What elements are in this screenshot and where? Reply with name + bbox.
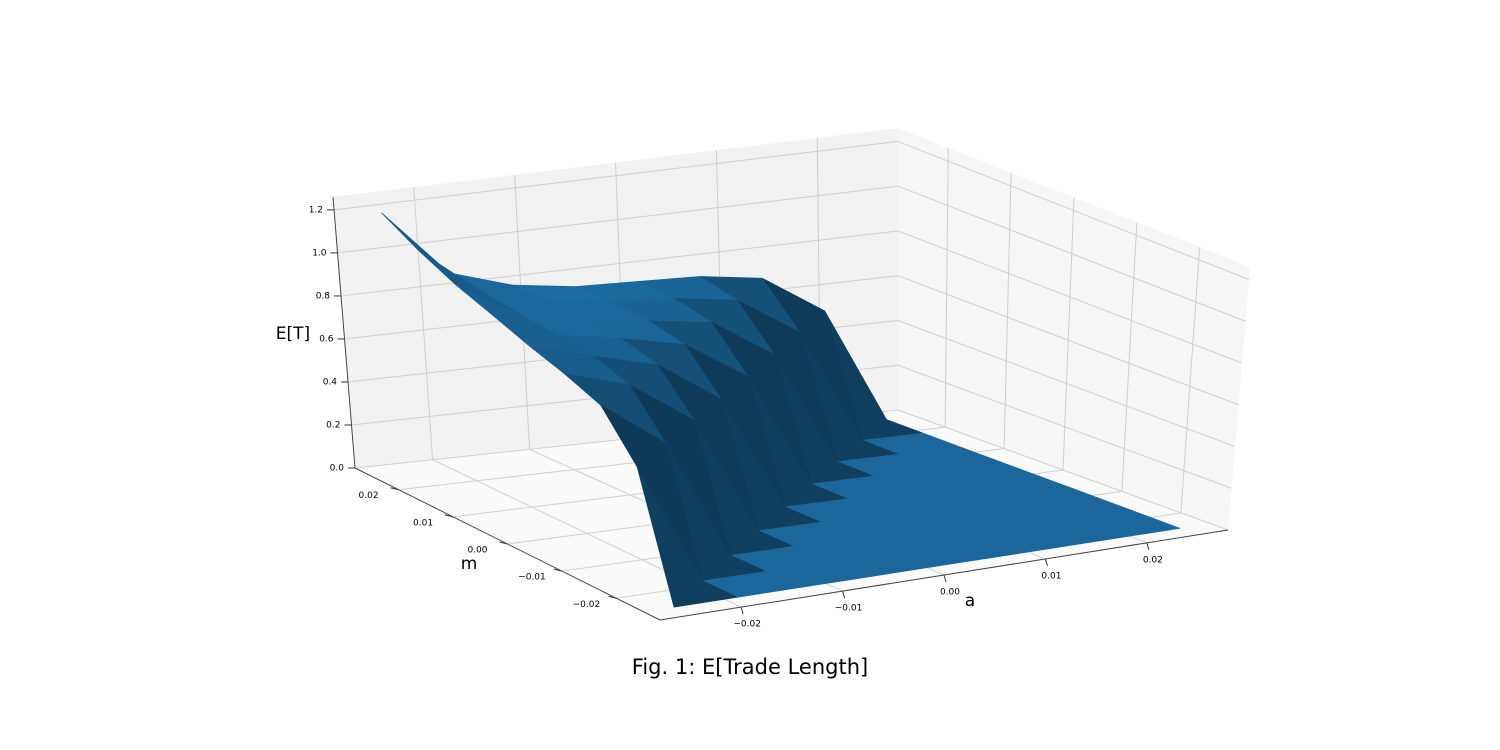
y-grid-line — [1180, 247, 1201, 513]
z-grid-line — [337, 185, 899, 254]
x-tick — [740, 607, 744, 615]
x-tick — [943, 574, 947, 583]
x-tick — [1044, 558, 1048, 567]
y-tick-label: 0.02 — [359, 491, 379, 501]
z-tick-label: 1.0 — [312, 248, 327, 258]
labels: −0.02−0.010.000.010.02−0.02−0.010.000.01… — [309, 205, 1163, 629]
y-grid-line — [1062, 197, 1075, 471]
z-grid-line — [897, 230, 1243, 364]
x-tick-label: −0.01 — [835, 604, 863, 614]
x-grid-line — [413, 187, 434, 460]
x-tick-label: 0.02 — [1143, 555, 1163, 565]
z-axis-line — [332, 196, 356, 469]
y-tick-label: 0.00 — [467, 546, 487, 556]
z-grid-line — [340, 230, 899, 297]
side-pane — [898, 128, 1250, 530]
y-axis-line — [354, 467, 661, 621]
z-grid-line — [897, 185, 1246, 322]
x-axis-label: a — [965, 591, 975, 611]
z-tick-label: 0.4 — [323, 377, 338, 387]
z-grid-line — [333, 140, 899, 211]
z-grid-line — [897, 364, 1232, 489]
z-grid-line — [897, 275, 1239, 406]
x-tick — [842, 590, 846, 599]
z-tick-label: 0.6 — [319, 334, 334, 344]
x-axis-line — [659, 529, 1229, 621]
z-grid-line — [897, 140, 1250, 280]
y-grid-line — [944, 147, 949, 428]
z-tick-label: 0.8 — [316, 291, 331, 301]
z-tick-label: 1.2 — [309, 205, 323, 215]
y-grid-line — [1003, 172, 1012, 449]
x-tick-label: 0.00 — [940, 588, 960, 598]
z-grid-line — [897, 320, 1236, 447]
y-tick-label: 0.01 — [413, 518, 433, 528]
x-tick-label: 0.01 — [1041, 571, 1061, 581]
y-grid-line — [1121, 222, 1138, 492]
chart-title: Fig. 1: E[Trade Length] — [632, 655, 868, 679]
surface — [381, 212, 1181, 608]
x-tick — [1146, 542, 1150, 550]
z-tick-label: 0.2 — [326, 420, 340, 430]
z-axis-label: E[T] — [276, 324, 310, 344]
x-tick-label: −0.02 — [733, 620, 761, 630]
z-grid-line — [897, 409, 1229, 531]
panes — [333, 128, 1250, 620]
z-tick-label: 0.0 — [330, 464, 345, 474]
y-axis-label: m — [461, 554, 478, 574]
y-tick-label: −0.01 — [518, 573, 546, 583]
y-tick-label: −0.02 — [573, 600, 601, 610]
surface-cell — [636, 466, 738, 608]
